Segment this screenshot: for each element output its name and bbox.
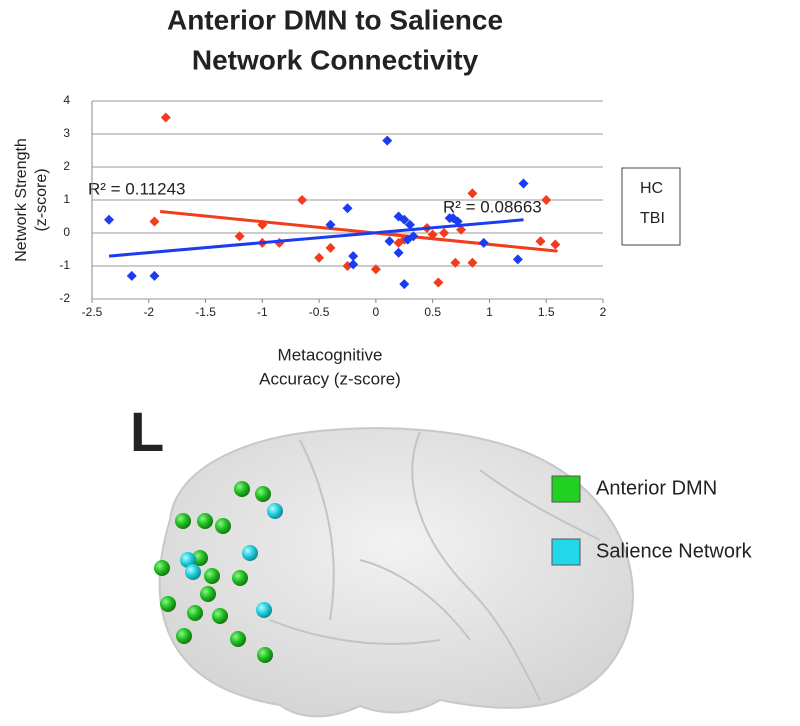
point: [518, 178, 529, 189]
node: [232, 570, 248, 586]
point: [314, 252, 325, 263]
point: [370, 264, 381, 275]
node: [242, 545, 258, 561]
node: [200, 586, 216, 602]
node: [154, 560, 170, 576]
point: [448, 213, 459, 224]
y-tick-label: -2: [59, 291, 70, 305]
node: [267, 503, 283, 519]
figure-label: L: [130, 400, 164, 463]
legend-label: HC: [640, 180, 663, 197]
x-tick-label: -2.5: [82, 305, 103, 319]
y-axis-label: Network Strength (z-score): [13, 138, 50, 262]
node: [204, 568, 220, 584]
point: [348, 251, 359, 262]
point: [535, 236, 546, 247]
point: [160, 112, 171, 123]
x-tick-label: 0.5: [424, 305, 441, 319]
point: [456, 224, 467, 235]
point: [234, 231, 245, 242]
point: [402, 234, 413, 245]
x-tick-label: 1: [486, 305, 493, 319]
legend-label: TBI: [640, 210, 665, 227]
node: [185, 564, 201, 580]
point: [104, 214, 115, 225]
legend-swatch: [551, 475, 581, 503]
point: [433, 277, 444, 288]
legend: HC TBI: [640, 180, 665, 227]
node: [176, 628, 192, 644]
point: [393, 247, 404, 258]
node: [175, 513, 191, 529]
point: [399, 214, 410, 225]
x-tick-label: 2: [600, 305, 607, 319]
x-tick-label: -0.5: [309, 305, 330, 319]
annotation: R² = 0.11243: [88, 179, 186, 198]
x-axis-label: Metacognitive: [278, 345, 383, 364]
point: [393, 237, 404, 248]
x-tick-label: -1.5: [195, 305, 216, 319]
brain-sulci: [269, 431, 601, 701]
y-tick-label: 4: [63, 93, 70, 107]
node: [256, 602, 272, 618]
legend-box: [621, 167, 681, 246]
y-tick-label: 3: [63, 126, 70, 140]
node: [230, 631, 246, 647]
point: [382, 135, 393, 146]
node: [197, 513, 213, 529]
y-tick-label: -1: [59, 258, 70, 272]
legend-swatch: [551, 538, 581, 566]
point: [512, 254, 523, 265]
node: [215, 518, 231, 534]
point: [399, 279, 410, 290]
brain-figure: [154, 427, 634, 718]
point: [478, 237, 489, 248]
point: [126, 270, 137, 281]
point: [550, 239, 561, 250]
trend-line: [108, 218, 524, 258]
point: [467, 188, 478, 199]
y-tick-label: 1: [63, 192, 70, 206]
node: [234, 481, 250, 497]
y-axis-label-line: Network Strength: [13, 138, 30, 262]
point: [541, 195, 552, 205]
node: [160, 596, 176, 612]
chart-title: Anterior DMN to Salience: [167, 4, 503, 35]
figure-legend: Anterior DMN Salience Network: [551, 475, 753, 566]
point: [325, 242, 336, 253]
node: [257, 647, 273, 663]
chart-title: Network Connectivity: [192, 44, 479, 75]
point: [384, 236, 395, 247]
point: [297, 195, 308, 205]
node: [187, 605, 203, 621]
node: [192, 550, 208, 566]
legend-label: Salience Network: [596, 540, 753, 562]
x-tick-label: 1.5: [538, 305, 555, 319]
node: [212, 608, 228, 624]
annotation: R² = 0.08663: [443, 197, 542, 216]
node: [180, 552, 196, 568]
y-tick-label: 2: [63, 159, 70, 173]
point: [439, 228, 450, 238]
trend-line: [159, 210, 558, 253]
x-axis-label: Accuracy (z-score): [259, 369, 401, 388]
point: [450, 257, 461, 268]
x-tick-label: -1: [257, 305, 268, 319]
point: [325, 219, 336, 230]
brain: [158, 427, 634, 718]
y-axis-label-line: (z-score): [33, 168, 50, 231]
point: [149, 216, 160, 227]
x-tick-label: 0: [373, 305, 380, 319]
y-tick-label: 0: [63, 225, 70, 239]
point: [342, 203, 353, 214]
point: [467, 257, 478, 268]
x-tick-label: -2: [143, 305, 154, 319]
point: [404, 219, 415, 230]
point: [348, 259, 359, 270]
point: [149, 270, 160, 281]
legend-label: Anterior DMN: [596, 477, 717, 499]
node: [255, 486, 271, 502]
